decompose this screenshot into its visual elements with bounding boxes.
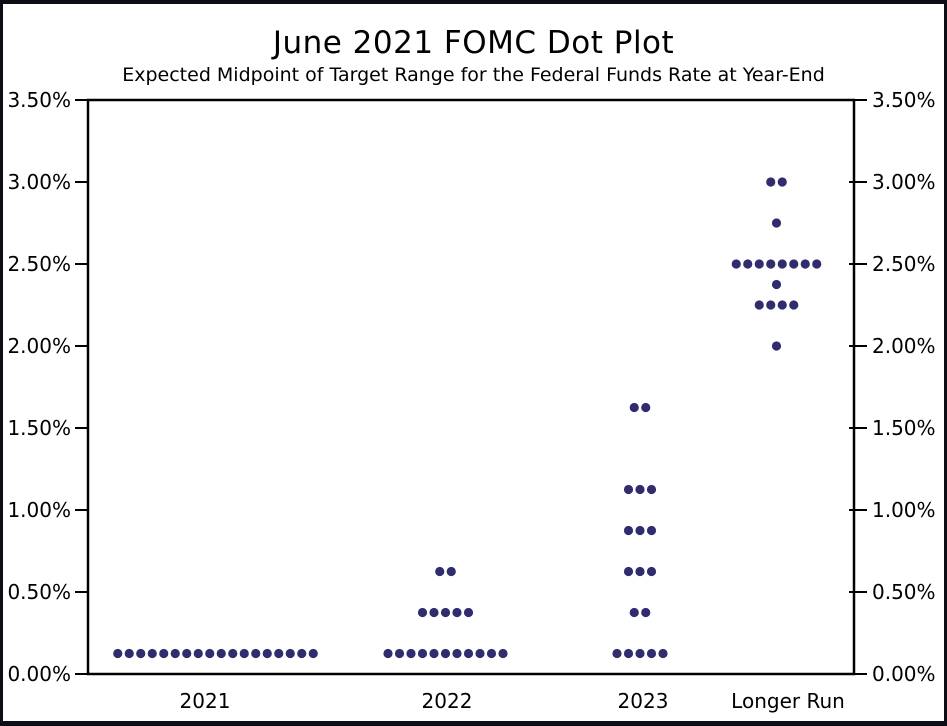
dot	[406, 648, 416, 659]
dot	[205, 648, 215, 659]
dot	[612, 648, 622, 659]
dot	[383, 648, 393, 659]
y-axis-label-right: 3.00%	[872, 170, 936, 194]
plot-frame	[86, 98, 856, 676]
dot	[308, 648, 318, 659]
dot	[731, 259, 741, 269]
dot	[646, 648, 657, 659]
dot	[498, 648, 508, 659]
y-axis-label-left: 0.00%	[7, 662, 71, 686]
dot	[635, 566, 645, 577]
dot	[440, 607, 451, 618]
y-axis-label-right: 1.00%	[872, 498, 936, 522]
dot	[475, 648, 485, 659]
dot	[463, 648, 474, 659]
chart-title: June 2021 FOMC Dot Plot	[272, 25, 675, 61]
dot	[159, 648, 169, 659]
dot	[771, 218, 782, 228]
dot	[297, 648, 307, 659]
dot	[623, 484, 634, 495]
dot	[766, 259, 776, 269]
y-axis-label-left: 2.00%	[7, 334, 71, 358]
dot	[136, 648, 146, 659]
dot	[771, 341, 782, 351]
dot	[274, 648, 284, 659]
y-axis-label-left: 3.50%	[7, 88, 71, 112]
dot	[452, 648, 462, 659]
y-axis-label-right: 2.00%	[872, 334, 936, 358]
dot	[452, 607, 462, 618]
dot	[463, 607, 474, 618]
dot	[641, 607, 651, 618]
dot	[635, 648, 645, 659]
y-axis-label-right: 1.50%	[872, 416, 936, 440]
dot	[394, 648, 405, 659]
dot	[623, 525, 634, 536]
dot	[777, 177, 787, 187]
chart-subtitle: Expected Midpoint of Target Range for th…	[122, 64, 825, 86]
y-axis-label-left: 2.50%	[7, 252, 71, 276]
dot	[771, 279, 782, 290]
dot	[646, 484, 657, 495]
dot	[743, 259, 753, 269]
dot	[623, 648, 634, 659]
dot	[486, 648, 497, 659]
dot	[429, 648, 439, 659]
dot	[754, 259, 764, 269]
dot	[766, 177, 776, 187]
dot	[446, 566, 456, 577]
y-axis-label-left: 1.50%	[7, 416, 71, 440]
dot	[812, 259, 822, 269]
dot	[789, 259, 799, 269]
dot	[435, 566, 445, 577]
dot	[239, 648, 249, 659]
dot	[285, 648, 295, 659]
y-axis-label-right: 2.50%	[872, 252, 936, 276]
dot	[646, 566, 657, 577]
y-axis-label-left: 3.00%	[7, 170, 71, 194]
dot	[182, 648, 192, 659]
dot	[193, 648, 203, 659]
dot	[170, 648, 180, 659]
y-axis-label-left: 1.00%	[7, 498, 71, 522]
dot	[646, 525, 657, 536]
dot	[629, 402, 639, 413]
dot	[777, 300, 787, 310]
dot	[658, 648, 668, 659]
dot	[754, 300, 764, 310]
dot	[262, 648, 272, 659]
dot	[113, 648, 123, 659]
dot	[440, 648, 451, 659]
dot	[251, 648, 261, 659]
x-axis-label-2021: 2021	[180, 689, 231, 713]
y-axis-label-left: 0.50%	[7, 580, 71, 604]
y-axis-label-right: 0.00%	[872, 662, 936, 686]
x-axis-label-2022: 2022	[422, 689, 473, 713]
dot	[629, 607, 639, 618]
dot	[800, 259, 810, 269]
dot	[789, 300, 799, 310]
dot	[766, 300, 776, 310]
dot	[623, 566, 634, 577]
dot	[777, 259, 787, 269]
y-axis-label-right: 3.50%	[872, 88, 936, 112]
dot	[124, 648, 134, 659]
dot	[216, 648, 226, 659]
dot	[417, 648, 428, 659]
x-axis-label-2023: 2023	[618, 689, 669, 713]
dot	[147, 648, 157, 659]
dot	[641, 402, 651, 413]
y-axis-label-right: 0.50%	[872, 580, 936, 604]
dot	[635, 484, 645, 495]
dot	[635, 525, 645, 536]
dot	[417, 607, 428, 618]
x-axis-label-longer-run: Longer Run	[731, 689, 845, 713]
dot	[228, 648, 238, 659]
dot	[429, 607, 439, 618]
